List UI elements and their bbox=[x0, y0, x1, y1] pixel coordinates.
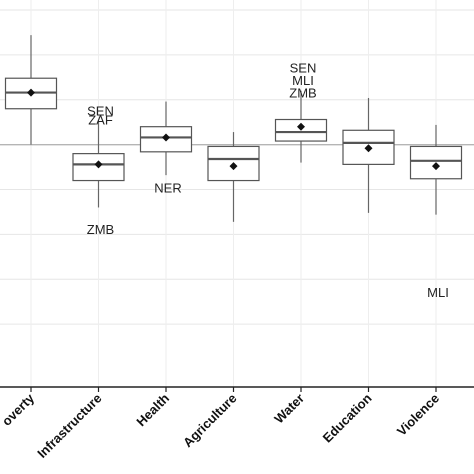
mean-marker bbox=[432, 162, 440, 171]
outlier-label: ZAF bbox=[88, 113, 113, 128]
outlier-label: SEN bbox=[87, 104, 114, 119]
mean-marker bbox=[162, 133, 170, 142]
x-tick-label: Agriculture bbox=[180, 391, 240, 451]
box-violence bbox=[409, 124, 463, 215]
mean-marker bbox=[364, 144, 373, 153]
box-agriculture bbox=[207, 132, 260, 222]
box-overty bbox=[4, 35, 58, 145]
x-tick-label: Violence bbox=[394, 391, 442, 439]
outlier-label: ZMB bbox=[289, 86, 316, 101]
box-body bbox=[342, 129, 395, 165]
mean-marker bbox=[27, 88, 35, 97]
box-infrastructure bbox=[72, 121, 125, 208]
x-tick-label: overty bbox=[0, 390, 38, 429]
x-tick-label: Health bbox=[133, 390, 172, 429]
x-tick-label: Water bbox=[271, 391, 307, 427]
mean-marker bbox=[297, 122, 305, 131]
box-health bbox=[139, 101, 193, 176]
outlier-label: NER bbox=[154, 181, 181, 196]
box-education bbox=[342, 97, 395, 213]
mean-marker bbox=[94, 160, 103, 169]
mean-marker bbox=[229, 162, 238, 171]
outlier-label: SEN bbox=[290, 60, 317, 75]
outlier-label: ZMB bbox=[87, 222, 114, 237]
outlier-label: MLI bbox=[427, 285, 449, 300]
outlier-label: MLI bbox=[292, 73, 314, 88]
grid-layer bbox=[0, 0, 474, 387]
x-axis bbox=[0, 386, 474, 392]
box-layer bbox=[4, 35, 463, 222]
box-water bbox=[274, 90, 328, 163]
x-tick-label: Education bbox=[320, 390, 375, 445]
x-tick-label: Infrastructure bbox=[34, 391, 104, 461]
